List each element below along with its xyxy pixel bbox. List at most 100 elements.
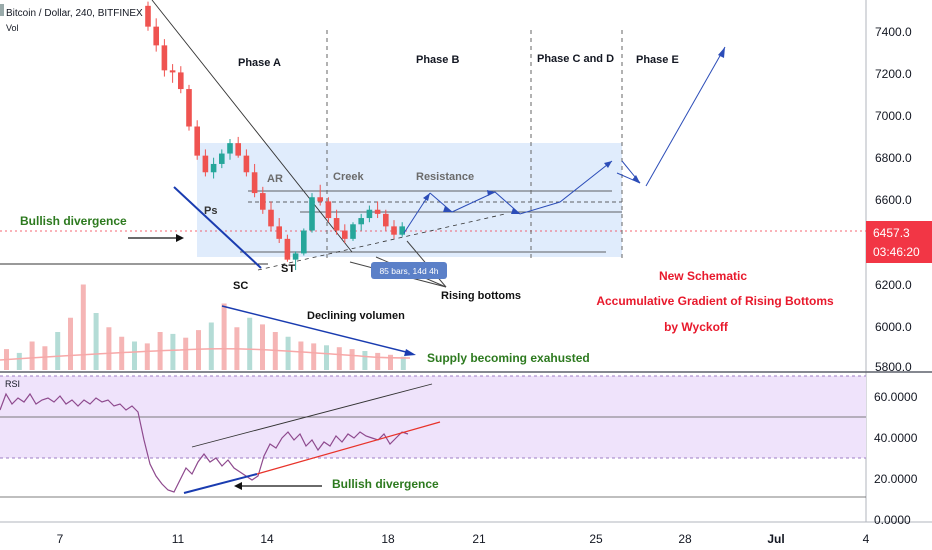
volume-bar — [170, 333, 176, 370]
time-tick-21: 21 — [472, 532, 486, 546]
bullish-divergence-rsi-label: Bullish divergence — [332, 477, 439, 491]
candle-body — [399, 226, 405, 235]
volume-bar — [260, 324, 265, 370]
candle-body — [202, 155, 209, 173]
volume-bar — [144, 343, 150, 370]
candle-body — [350, 224, 356, 239]
rsi-axis: 60.0000 40.0000 20.0000 0.0000 — [874, 390, 918, 527]
volume-bar — [324, 345, 329, 370]
volume-bar — [349, 349, 355, 370]
candle-body — [374, 209, 381, 214]
price-tick-7400: 7400.0 — [875, 25, 912, 39]
time-tick-7: 7 — [57, 532, 64, 546]
rsi-line — [0, 392, 409, 493]
candle-body — [268, 209, 274, 227]
ar-label: AR — [267, 173, 283, 185]
volume-moving-average — [0, 347, 411, 361]
bullish-divergence-price-label: Bullish divergence — [20, 214, 127, 228]
candle-body — [391, 226, 397, 235]
time-tick-4: 4 — [863, 532, 870, 546]
sc-label: SC — [233, 280, 248, 292]
candle-body — [219, 153, 225, 164]
volume-bar — [336, 347, 342, 370]
candles — [145, 1, 405, 271]
candle-body — [194, 126, 200, 156]
candle-body — [301, 230, 307, 254]
candle-body — [276, 226, 282, 239]
volume-label: Vol — [6, 23, 19, 33]
volume-bar — [183, 337, 189, 370]
accumulation-range-box — [197, 143, 622, 257]
rsi-upper-trend — [191, 383, 433, 448]
volume-bar — [388, 354, 393, 370]
volume-bar — [298, 341, 304, 370]
candle-body — [153, 26, 159, 46]
schematic-line-2: Accumulative Gradient of Rising Bottoms — [596, 294, 834, 308]
volume-bar — [132, 341, 137, 370]
volume-bar — [400, 356, 406, 370]
volume-bar — [42, 346, 48, 370]
volume-bar — [311, 343, 317, 370]
price-tick-7200: 7200.0 — [875, 67, 912, 81]
volume-bars — [4, 284, 406, 370]
volume-bar — [375, 352, 381, 370]
volume-bar — [247, 317, 253, 370]
volume-bar — [221, 303, 227, 370]
candle-body — [186, 89, 192, 127]
candle-body — [161, 45, 168, 71]
price-tick-6600: 6600.0 — [875, 193, 912, 207]
price-tick-7000: 7000.0 — [875, 109, 912, 123]
time-tick-11: 11 — [172, 532, 185, 546]
price-tick-5800: 5800.0 — [875, 360, 912, 374]
candle-body — [243, 155, 250, 173]
phase-b-label: Phase B — [416, 54, 459, 66]
ps-label: Ps — [204, 205, 217, 217]
time-axis[interactable]: 7 11 14 18 21 25 28 Jul 4 — [57, 532, 870, 546]
volume-bar — [68, 317, 73, 370]
downtrend-line — [151, 0, 353, 253]
candle-body — [358, 218, 364, 225]
rsi-tick-60: 60.0000 — [874, 390, 918, 404]
candle-body — [309, 197, 315, 231]
volume-bar — [29, 341, 35, 370]
symbol-title: Bitcoin / Dollar, 240, BITFINEX — [6, 8, 143, 19]
time-tick-28: 28 — [678, 532, 692, 546]
candle-body — [227, 143, 233, 154]
volume-bar — [196, 330, 201, 370]
rsi-support-line — [256, 421, 441, 475]
candle-body — [260, 193, 266, 210]
time-tick-18: 18 — [381, 532, 395, 546]
candle-body — [145, 5, 151, 27]
legend-marker — [0, 4, 4, 16]
rsi-divergence-arrow — [234, 482, 322, 490]
rsi-tick-20: 20.0000 — [874, 472, 918, 486]
candle-body — [292, 253, 299, 260]
candle-body — [210, 163, 217, 173]
schematic-line-3: by Wyckoff — [664, 320, 729, 334]
supply-exhausted-label: Supply becoming exahusted — [427, 351, 590, 365]
volume-bar — [93, 313, 99, 370]
price-axis-panel[interactable] — [866, 0, 932, 550]
rsi-label: RSI — [5, 379, 20, 389]
bullish-divergence-arrow — [128, 234, 184, 242]
candle-body — [333, 218, 340, 231]
rsi-tick-0: 0.0000 — [874, 513, 911, 527]
last-price-badge — [866, 221, 932, 263]
st-label: ST — [281, 263, 295, 275]
rsi-divergence-line — [183, 473, 258, 494]
candle-body — [325, 201, 332, 219]
declining-volume-label: Declining volumen — [307, 310, 405, 322]
candle-body — [235, 143, 241, 156]
candle-body — [284, 238, 291, 260]
time-tick-14: 14 — [260, 532, 274, 546]
selling-climax-line — [173, 186, 262, 269]
bars-badge-text: 85 bars, 14d 4h — [379, 266, 438, 276]
volume-bar — [55, 332, 61, 370]
phase-a-label: Phase A — [238, 57, 281, 69]
countdown-value: 03:46:20 — [873, 245, 920, 259]
candle-body — [317, 197, 323, 202]
volume-bar — [106, 327, 112, 370]
price-tick-6200: 6200.0 — [875, 278, 912, 292]
